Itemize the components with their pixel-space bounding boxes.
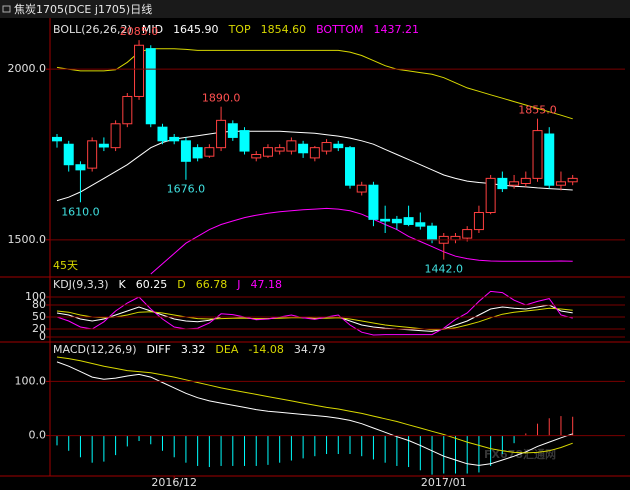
indicator-line — [56, 290, 573, 336]
header-text: 60.25 — [136, 278, 168, 291]
header-text: 66.78 — [196, 278, 228, 291]
header-text: DEA — [215, 343, 238, 356]
x-tick-label: 2017/01 — [421, 476, 467, 489]
indicator-line — [56, 361, 573, 466]
y-tick-label: 100 — [25, 290, 46, 303]
plot-area — [56, 356, 574, 475]
header-text: 1854.60 — [261, 23, 307, 36]
candle-body — [274, 147, 285, 152]
header-text: -14.08 — [248, 343, 283, 356]
candle-body — [391, 218, 402, 224]
candle-body — [321, 142, 332, 152]
candle-body — [180, 140, 191, 162]
candle-body — [87, 140, 98, 169]
y-tick-label: 80 — [32, 298, 46, 311]
candle-body — [52, 136, 62, 142]
price-annotation: 1676.0 — [167, 183, 206, 196]
header-text: DIFF — [147, 343, 171, 356]
y-tick-label: 100.0 — [15, 374, 47, 387]
candle-body — [415, 222, 426, 227]
y-tick-label: 2000.0 — [8, 62, 47, 75]
header-text: K — [119, 278, 127, 291]
indicator-line — [56, 307, 573, 331]
plot-area — [56, 290, 573, 336]
candle-body — [497, 177, 508, 190]
y-tick-label: 0.0 — [29, 429, 47, 442]
period-label: 45天 — [53, 259, 78, 272]
header-text: J — [236, 278, 240, 291]
plot-area — [52, 40, 578, 275]
candle-body — [520, 177, 531, 184]
candle-body — [216, 119, 227, 149]
candle-body — [98, 143, 109, 148]
candle-body — [368, 184, 379, 220]
y-tick-label: 50 — [32, 310, 46, 323]
candle-body — [251, 153, 262, 159]
header-text: KDJ(9,3,3) — [53, 278, 109, 291]
window-icon — [2, 5, 11, 13]
header-text: BOTTOM — [316, 23, 363, 36]
candle-body — [134, 44, 145, 97]
candle-body — [380, 218, 391, 222]
header-text: 1437.21 — [373, 23, 419, 36]
y-tick-label: 20 — [32, 322, 46, 335]
candle-body — [309, 147, 320, 159]
candle-body — [157, 126, 168, 142]
indicator-line — [56, 356, 573, 454]
x-tick-label: 2016/12 — [151, 476, 197, 489]
candle-body — [462, 229, 473, 239]
candle-body — [567, 177, 578, 183]
candle-body — [427, 225, 438, 241]
candle-body — [509, 181, 520, 186]
header-text: 3.32 — [181, 343, 206, 356]
candle-body — [262, 147, 273, 157]
candle-body — [239, 130, 250, 152]
y-tick-label: 0 — [39, 330, 46, 343]
candle-body — [485, 177, 496, 214]
candle-body — [204, 147, 215, 157]
candle-body — [473, 212, 484, 231]
candle-body — [286, 140, 297, 152]
price-annotation: 1610.0 — [61, 205, 100, 218]
header-text: TOP — [228, 23, 251, 36]
candle-body — [450, 235, 461, 241]
price-annotation: 2085.0 — [120, 25, 159, 38]
y-tick-label: 1500.0 — [8, 233, 47, 246]
candle-body — [227, 123, 238, 138]
candle-body — [169, 136, 180, 142]
window-title: 焦炭1705(DCE j1705)日线 — [14, 2, 152, 16]
candle-body — [356, 184, 367, 193]
price-annotation: 1855.0 — [518, 104, 557, 117]
candle-body — [298, 143, 309, 154]
candle-body — [403, 217, 414, 225]
candle-body — [145, 48, 156, 125]
candle-body — [192, 147, 203, 159]
candle-body — [532, 130, 543, 179]
candle-body — [110, 123, 121, 149]
header-text: 1645.90 — [173, 23, 219, 36]
candle-body — [544, 133, 555, 186]
indicator-line — [150, 207, 573, 275]
candle-body — [122, 95, 133, 125]
header-text: BOLL(26,26,2) — [53, 23, 132, 36]
title-bar — [0, 0, 630, 18]
candle-body — [63, 143, 74, 166]
price-annotation: 1890.0 — [202, 92, 241, 105]
candle-body — [333, 143, 344, 149]
header-text: 47.18 — [250, 278, 282, 291]
price-annotation: 1442.0 — [425, 263, 464, 276]
header-text: MACD(12,26,9) — [53, 343, 137, 356]
candle-body — [75, 164, 86, 171]
header-text: D — [177, 278, 185, 291]
candle-body — [555, 181, 566, 186]
candle-body — [345, 147, 355, 186]
header-text: 34.79 — [294, 343, 326, 356]
header-text: MID — [142, 23, 163, 36]
